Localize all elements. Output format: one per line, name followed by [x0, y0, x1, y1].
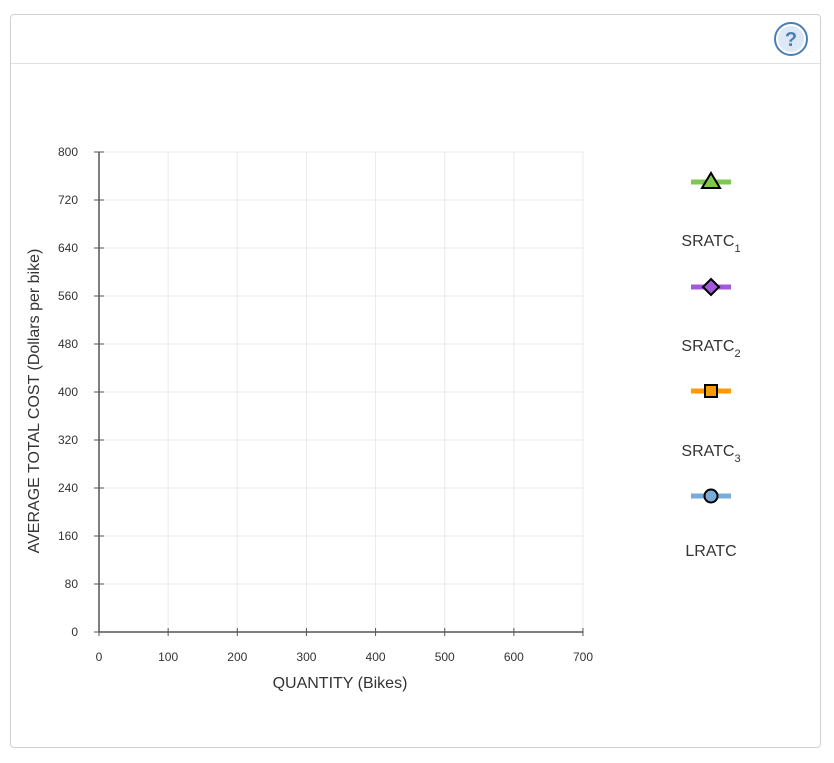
legend-tool-sratc2[interactable]: SRATC2: [681, 277, 741, 360]
y-tick-label: 640: [58, 241, 78, 255]
y-tick-label: 80: [65, 577, 79, 591]
legend-label: SRATC1: [681, 233, 740, 255]
x-tick-label: 0: [96, 650, 103, 664]
triangle-marker-icon: [700, 171, 722, 189]
legend-label: SRATC3: [681, 443, 740, 465]
legend: SRATC1 SRATC2 SRATC3 LRATC: [681, 171, 741, 561]
x-axis-title: QUANTITY (Bikes): [273, 675, 408, 692]
y-axis-title: AVERAGE TOTAL COST (Dollars per bike): [26, 249, 43, 554]
x-tick-label: 100: [158, 650, 178, 664]
y-tick-label: 720: [58, 193, 78, 207]
y-tick-label: 480: [58, 337, 78, 351]
legend-tool-lratc[interactable]: LRATC: [685, 488, 737, 561]
diamond-marker-icon: [701, 277, 721, 297]
legend-label: SRATC2: [681, 338, 740, 360]
panel-header: ?: [11, 15, 820, 64]
legend-label: LRATC: [685, 543, 736, 560]
y-tick-label: 240: [58, 481, 78, 495]
x-tick-label: 500: [435, 650, 455, 664]
x-tick-label: 200: [227, 650, 247, 664]
legend-tool-sratc1[interactable]: SRATC1: [681, 171, 741, 255]
y-tick-label: 320: [58, 433, 78, 447]
x-tick-label: 300: [296, 650, 316, 664]
x-tick-label: 700: [573, 650, 593, 664]
y-tick-label: 0: [71, 625, 78, 639]
y-tick-label: 800: [58, 145, 78, 159]
help-label: ?: [785, 29, 797, 51]
y-tick-label: 400: [58, 385, 78, 399]
x-tick-label: 400: [366, 650, 386, 664]
y-tick-label: 560: [58, 289, 78, 303]
square-marker-icon: [704, 384, 718, 398]
legend-tool-sratc3[interactable]: SRATC3: [681, 384, 741, 465]
y-tick-label: 160: [58, 529, 78, 543]
help-icon[interactable]: ?: [774, 22, 808, 56]
axes: 0 100 200 300 400 500 600 700 0 80 160 240 320 400 480…: [58, 145, 593, 664]
circle-marker-icon: [703, 488, 719, 504]
x-tick-label: 600: [504, 650, 524, 664]
graph-panel: ?: [10, 14, 821, 748]
grid-lines: [99, 151, 584, 632]
